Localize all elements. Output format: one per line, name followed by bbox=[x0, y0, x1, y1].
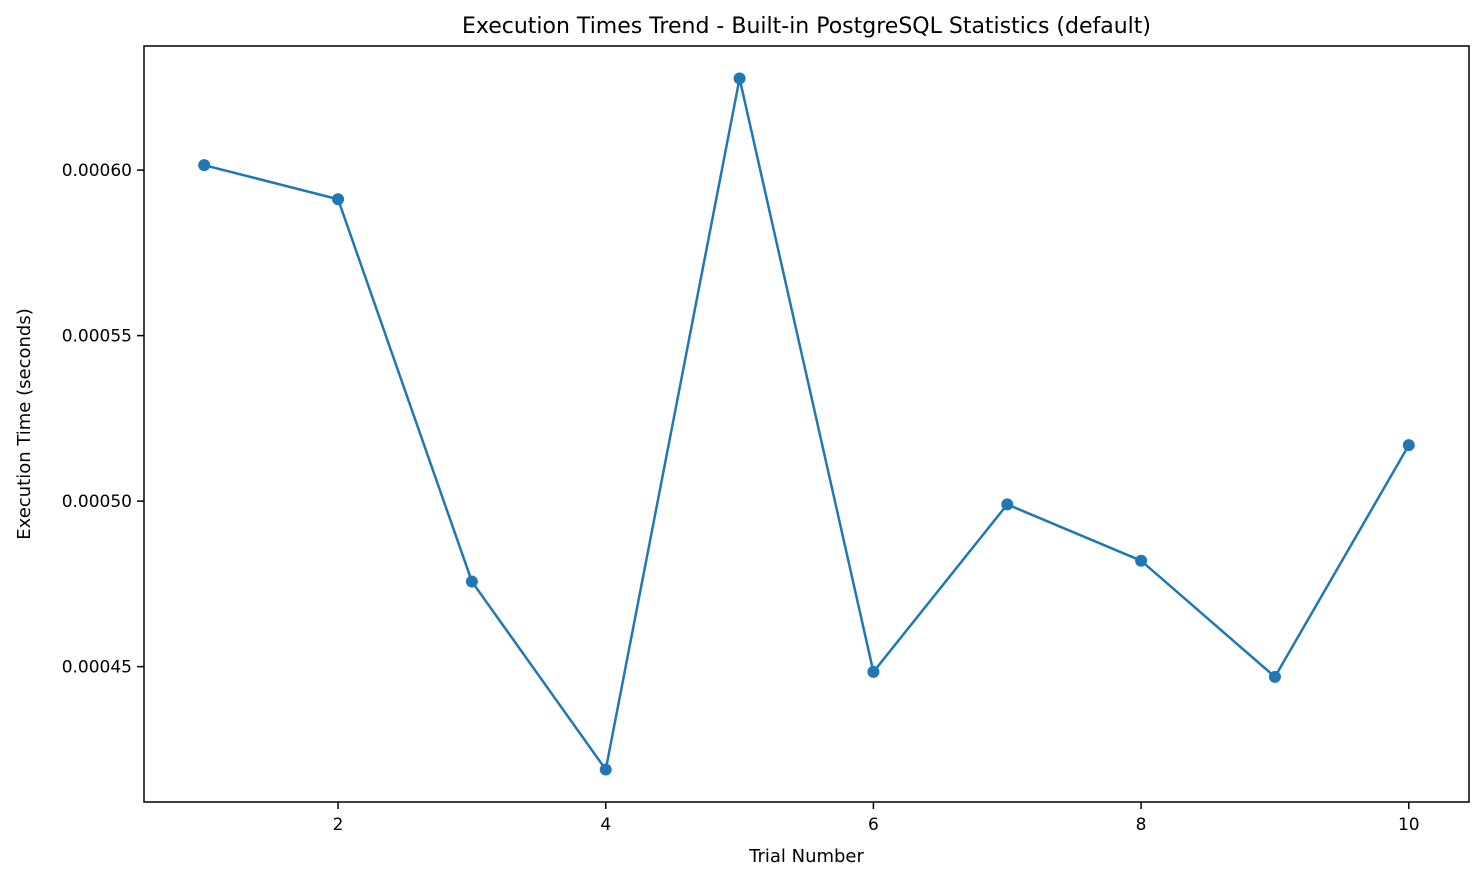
x-tick-label: 2 bbox=[333, 815, 344, 835]
x-tick-label: 8 bbox=[1136, 815, 1147, 835]
data-point bbox=[1402, 439, 1415, 452]
data-point bbox=[332, 193, 345, 206]
y-ticks: 0.00045 0.00050 0.00055 0.00060 bbox=[62, 161, 144, 678]
data-point bbox=[1001, 498, 1014, 511]
series-line bbox=[202, 77, 1411, 771]
data-point bbox=[465, 575, 478, 588]
plot-area bbox=[144, 46, 1469, 802]
data-point bbox=[1268, 670, 1281, 683]
x-axis-label: Trial Number bbox=[748, 846, 864, 867]
y-axis-label: Execution Time (seconds) bbox=[14, 308, 35, 539]
data-point bbox=[1135, 554, 1148, 567]
x-tick-label: 10 bbox=[1398, 815, 1420, 835]
y-tick-label: 0.00045 bbox=[62, 658, 132, 678]
data-point bbox=[198, 159, 211, 172]
y-tick-label: 0.00055 bbox=[62, 327, 132, 347]
data-point bbox=[867, 665, 880, 678]
y-tick-label: 0.00050 bbox=[62, 492, 132, 512]
y-tick-label: 0.00060 bbox=[62, 161, 132, 181]
data-point bbox=[733, 72, 746, 85]
series-layer bbox=[198, 72, 1415, 776]
data-point bbox=[599, 763, 612, 776]
chart-title: Execution Times Trend - Built-in Postgre… bbox=[462, 14, 1151, 39]
x-ticks: 2 4 6 8 10 bbox=[333, 802, 1420, 835]
plot-frame bbox=[143, 45, 1470, 803]
x-tick-label: 4 bbox=[600, 815, 611, 835]
x-tick-label: 6 bbox=[868, 815, 879, 835]
